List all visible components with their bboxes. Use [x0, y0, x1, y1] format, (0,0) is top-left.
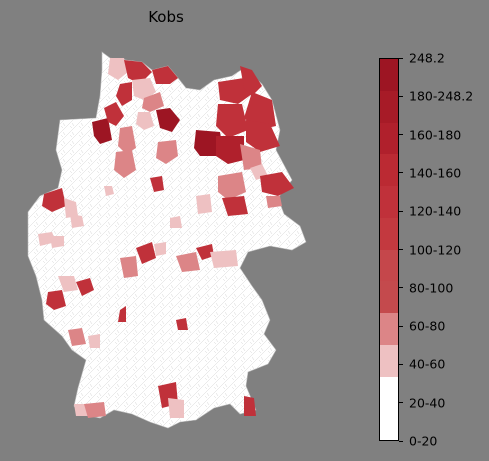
district-ac	[46, 290, 66, 310]
district-vg	[244, 92, 276, 130]
district-hr	[120, 256, 138, 278]
colorbar-tick-mark	[399, 440, 403, 442]
colorbar-tick-label: 80-100	[409, 280, 454, 296]
colorbar-tick-label: 40-60	[409, 356, 446, 372]
district-ue	[156, 140, 178, 164]
district-tf	[222, 196, 248, 216]
district-sl	[124, 60, 152, 84]
district-opr	[216, 136, 244, 164]
district-li	[84, 402, 106, 418]
district-wl	[136, 112, 154, 130]
district-nf	[108, 58, 128, 80]
colorbar-segment	[380, 344, 398, 377]
district-coe	[70, 214, 84, 228]
colorbar-segment	[380, 186, 398, 218]
district-eml	[42, 188, 66, 212]
district-h	[150, 176, 164, 192]
colorbar-tick-mark	[399, 210, 403, 212]
district-bn	[76, 278, 94, 296]
district-sta	[118, 126, 136, 154]
colorbar-segment	[380, 90, 398, 123]
colorbar-tick-mark	[399, 363, 403, 365]
district-um	[240, 144, 262, 170]
district-so	[196, 244, 214, 260]
colorbar-tick-mark	[399, 287, 403, 289]
district-esw	[154, 242, 166, 256]
colorbar-tick-label: 20-40	[409, 395, 446, 411]
colorbar-tick-label: 60-80	[409, 318, 446, 334]
district-lup	[216, 104, 248, 138]
colorbar-segment	[380, 154, 398, 186]
colorbar	[379, 58, 399, 441]
colorbar-tick-mark	[399, 57, 403, 59]
district-rd	[116, 82, 132, 106]
district-spn	[266, 196, 282, 208]
colorbar-segment	[380, 249, 398, 282]
district-ae	[176, 318, 188, 330]
district-pdm	[118, 306, 126, 322]
colorbar-segment	[380, 217, 398, 250]
colorbar-tick-label: 180-248.2	[409, 88, 474, 104]
district-ms	[50, 236, 64, 248]
colorbar-tick-label: 100-120	[409, 242, 462, 257]
district-kl	[88, 334, 100, 348]
district-st	[64, 198, 78, 218]
colorbar-tick-label: 140-160	[409, 165, 462, 181]
colorbar-segment	[380, 281, 398, 313]
district-cux	[104, 102, 124, 126]
colorbar-tick-label: 120-140	[409, 203, 462, 219]
district-pm	[218, 172, 246, 200]
colorbar-segment	[380, 313, 398, 345]
district-lds	[260, 172, 294, 196]
colorbar-tick-mark	[399, 172, 403, 174]
district-ohz	[170, 216, 182, 228]
colorbar-segment	[380, 59, 398, 91]
district-sm	[210, 250, 238, 268]
district-nmb	[104, 186, 114, 196]
colorbar-tick-mark	[399, 249, 403, 250]
colorbar-segment	[380, 408, 398, 440]
district-bg	[244, 396, 256, 416]
district-hl	[142, 92, 164, 112]
district-jl	[196, 194, 212, 214]
colorbar-segment	[380, 376, 398, 409]
district-rotw	[114, 150, 136, 178]
district-ld	[68, 328, 86, 346]
colorbar-tick-label: 248.2	[409, 50, 445, 66]
colorbar-segment	[380, 122, 398, 155]
colorbar-tick-label: 0-20	[409, 433, 438, 449]
district-bgl	[168, 398, 184, 418]
colorbar-tick-mark	[399, 134, 403, 136]
district-msl	[246, 120, 280, 152]
colorbar-tick-mark	[399, 402, 403, 404]
district-oh	[152, 66, 178, 84]
colorbar-tick-mark	[399, 325, 403, 327]
colorbar-tick-label: 160-180	[409, 127, 462, 143]
district-kb	[136, 242, 156, 264]
district-su	[58, 276, 78, 292]
district-vr	[240, 66, 262, 96]
district-hh	[156, 108, 180, 132]
district-pl	[132, 78, 156, 100]
colorbar-tick-mark	[399, 95, 403, 97]
district-nh	[176, 252, 200, 272]
district-ow	[92, 118, 112, 144]
map-title: Kobs	[148, 8, 184, 26]
